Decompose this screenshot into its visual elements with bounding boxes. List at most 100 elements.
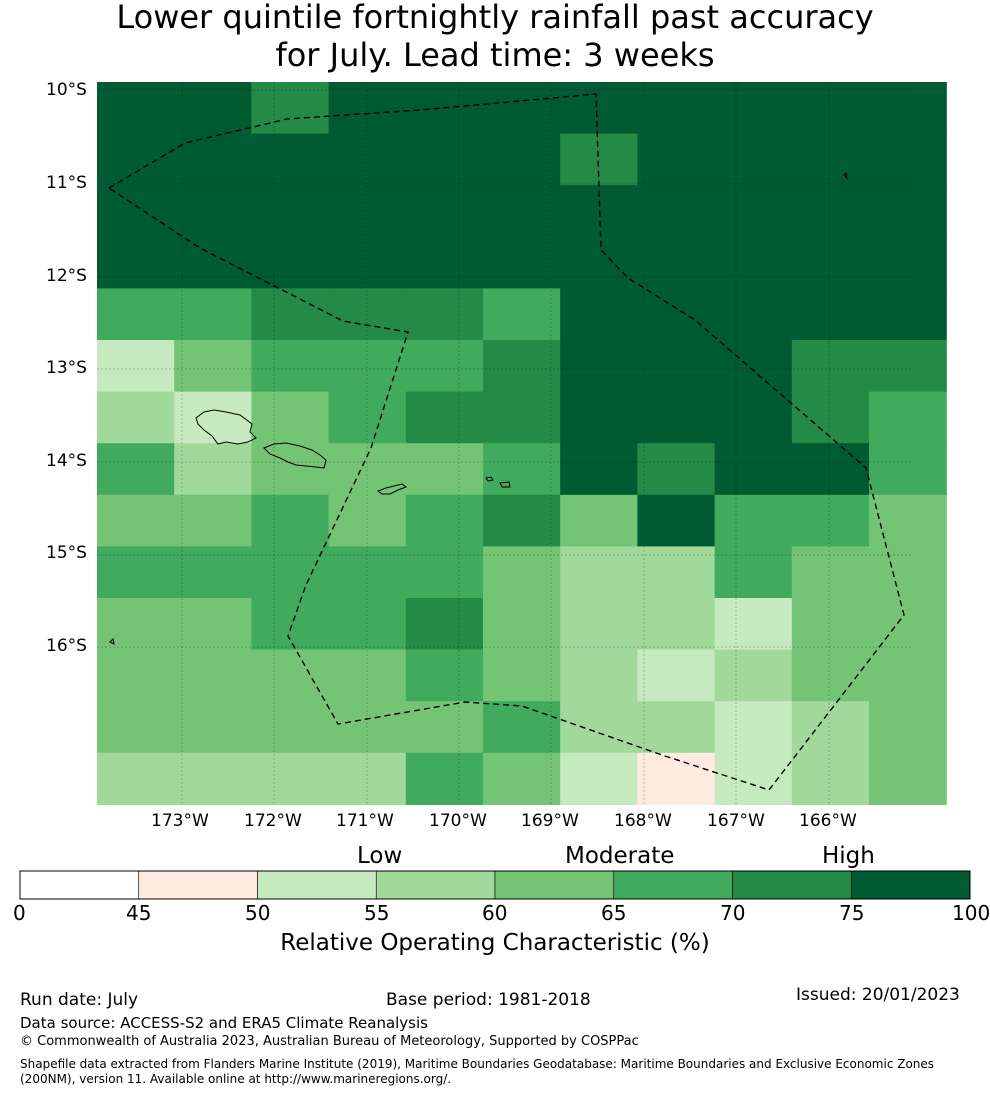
samoa-coastlines [109, 171, 848, 645]
grid-cell [174, 185, 252, 238]
colorbar-bin [257, 870, 377, 900]
grid-cell [637, 391, 716, 444]
grid-cell [405, 443, 484, 496]
grid-cell [637, 82, 716, 135]
grid-cell [251, 236, 330, 289]
grid-cell [714, 82, 793, 135]
grid-cell [251, 340, 330, 393]
grid-cell [251, 546, 330, 599]
base-period: Base period: 1981-2018 [386, 990, 591, 1010]
legend-category-moderate: Moderate [565, 843, 675, 869]
grid-cell [97, 701, 175, 754]
shapefile-attribution: Shapefile data extracted from Flanders M… [20, 1057, 935, 1086]
grid-cell [791, 391, 870, 444]
lon-label-171w: 171°W [336, 811, 394, 831]
grid-cell [328, 752, 407, 805]
grid-cell [791, 288, 870, 341]
colorbar-bin [732, 870, 852, 900]
grid-cell [637, 185, 716, 238]
grid-cell [483, 598, 561, 651]
colorbar-tick-50: 50 [245, 901, 271, 925]
grid-cell [869, 288, 947, 341]
grid-cell [637, 494, 716, 547]
lat-label-16s: 16°S [46, 636, 87, 656]
grid-cell [637, 752, 716, 805]
colorbar-bin [19, 870, 140, 900]
lat-label-14s: 14°S [46, 451, 87, 471]
grid-cell [174, 598, 252, 651]
grid-cell [97, 752, 175, 805]
grid-cell [483, 82, 561, 135]
colorbar-tick-55: 55 [364, 901, 390, 925]
grid-cell [483, 236, 561, 289]
upolu-island [195, 409, 257, 445]
grid-cell [637, 598, 716, 651]
grid-cell [483, 752, 561, 805]
colorbar-tick-75: 75 [839, 901, 865, 925]
lon-label-166w: 166°W [799, 811, 857, 831]
grid-cell [174, 649, 252, 702]
grid-cell [483, 494, 561, 547]
grid-cell [791, 185, 870, 238]
grid-cell [869, 82, 947, 135]
grid-cell [791, 340, 870, 393]
grid-cell [791, 236, 870, 289]
grid-cell [560, 340, 638, 393]
grid-cell [869, 649, 947, 702]
grid-cell [791, 133, 870, 186]
lon-label-168w: 168°W [614, 811, 672, 831]
grid-cell [714, 391, 793, 444]
grid-cell [637, 340, 716, 393]
grid-cell [791, 443, 870, 496]
colorbar-tick-45: 45 [126, 901, 152, 925]
colorbar-bin [138, 870, 258, 900]
grid-cell [560, 546, 638, 599]
grid-cell [174, 288, 252, 341]
grid-cell [714, 236, 793, 289]
grid-cell [405, 752, 484, 805]
grid-cell [251, 752, 330, 805]
grid-cell [251, 391, 330, 444]
grid-cell [405, 340, 484, 393]
grid-cell [560, 598, 638, 651]
grid-cell [97, 546, 175, 599]
grid-cell [97, 82, 175, 135]
lat-label-13s: 13°S [46, 358, 87, 378]
grid-cell [560, 701, 638, 754]
grid-cell [405, 598, 484, 651]
grid-cell [405, 288, 484, 341]
grid-cell [97, 494, 175, 547]
grid-cell [97, 288, 175, 341]
grid-cell [97, 133, 175, 186]
grid-cell [869, 185, 947, 238]
grid-cell [560, 82, 638, 135]
grid-cell [869, 546, 947, 599]
grid-cell [869, 701, 947, 754]
grid-cell [405, 494, 484, 547]
colorbar-bin [494, 870, 615, 900]
grid-cell [251, 598, 330, 651]
grid-cell [560, 752, 638, 805]
run-date: Run date: July [20, 990, 139, 1010]
grid-cell [174, 701, 252, 754]
grid-cell [328, 546, 407, 599]
grid-cell [714, 701, 793, 754]
grid-cell [791, 752, 870, 805]
grid-cell [328, 494, 407, 547]
issued-date: Issued: 20/01/2023 [796, 985, 960, 1005]
grid-cell [405, 133, 484, 186]
grid-cell [483, 649, 561, 702]
grid-cell [405, 546, 484, 599]
grid-cell [560, 494, 638, 547]
grid-cell [560, 288, 638, 341]
data-source: Data source: ACCESS-S2 and ERA5 Climate … [20, 1014, 428, 1032]
map-title-line-2: for July. Lead time: 3 weeks [275, 36, 715, 74]
grid-cell [483, 701, 561, 754]
grid-cell [174, 752, 252, 805]
grid-cell [328, 649, 407, 702]
grid-cell [483, 443, 561, 496]
colorbar-tick-100: 100 [952, 901, 990, 925]
grid-cell [869, 340, 947, 393]
grid-cell [174, 443, 252, 496]
